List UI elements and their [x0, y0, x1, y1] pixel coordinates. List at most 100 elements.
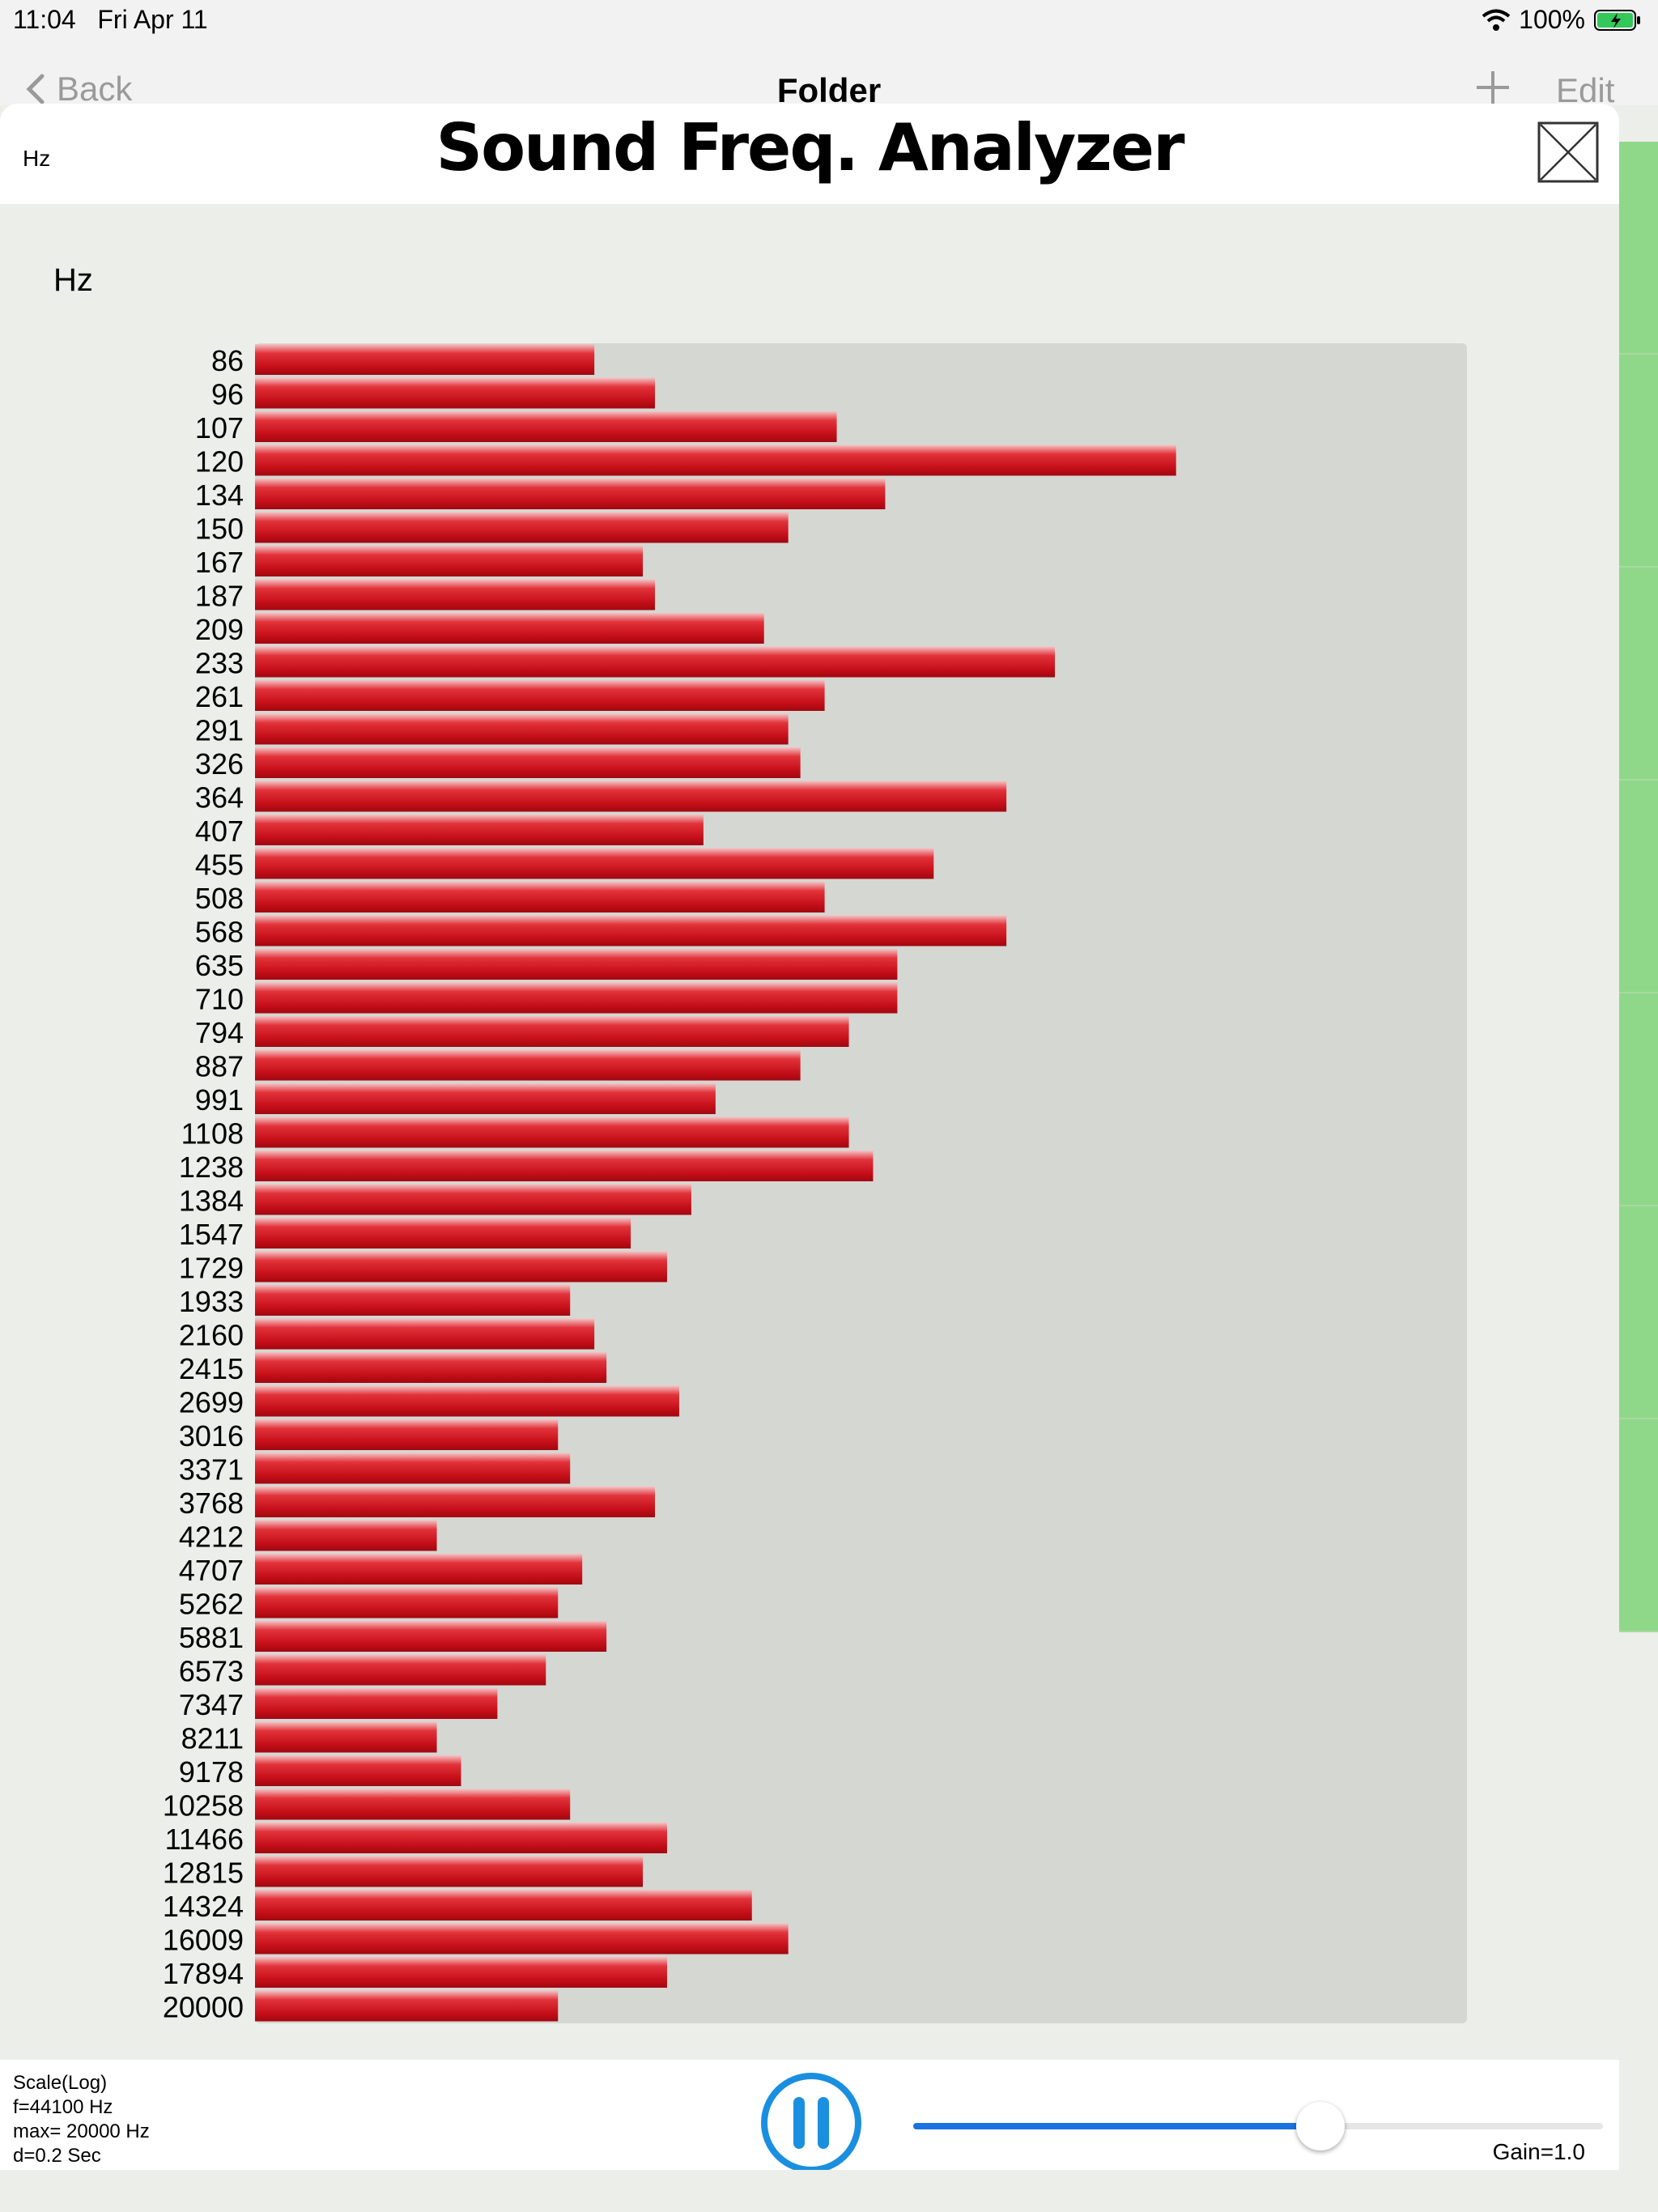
info-sample-rate: f=44100 Hz — [13, 2096, 113, 2118]
gain-slider[interactable] — [913, 2102, 1603, 2150]
frequency-bar — [255, 613, 764, 644]
y-tick-label: 6573 — [179, 1654, 244, 1687]
battery-percent: 100% — [1519, 5, 1585, 34]
pause-button[interactable] — [759, 2071, 863, 2170]
control-footer: Scale(Log) f=44100 Hz max= 20000 Hz d=0.… — [0, 2060, 1619, 2170]
frequency-bar — [255, 1823, 667, 1853]
frequency-bar — [255, 848, 934, 879]
frequency-bar — [255, 1318, 595, 1350]
y-tick-label: 17894 — [163, 1957, 244, 1990]
y-tick-label: 568 — [195, 915, 244, 948]
background-list-cells — [1619, 142, 1658, 1636]
frequency-bar — [255, 1587, 559, 1619]
background-bottom — [0, 2170, 1658, 2212]
frequency-bar — [255, 1890, 752, 1921]
y-tick-label: 7347 — [179, 1688, 244, 1721]
y-tick-label: 134 — [195, 479, 244, 512]
frequency-bar — [255, 1990, 559, 2022]
frequency-bar — [255, 1856, 644, 1887]
frequency-bar — [255, 1621, 607, 1652]
frequency-bar — [255, 1721, 437, 1753]
info-max-frequency: max= 20000 Hz — [13, 2121, 150, 2142]
add-icon[interactable] — [1473, 68, 1512, 107]
close-button[interactable] — [1537, 121, 1599, 183]
status-time: 11:04 Fri Apr 11 — [13, 5, 208, 34]
frequency-bar — [255, 1016, 849, 1047]
y-tick-label: 1108 — [181, 1117, 244, 1150]
frequency-bar — [255, 915, 1007, 946]
y-tick-label: 326 — [195, 747, 244, 781]
frequency-bar — [255, 1957, 667, 1988]
y-tick-label: 3371 — [179, 1453, 244, 1486]
background-cell — [1619, 568, 1658, 781]
frequency-bar — [255, 1419, 559, 1450]
y-tick-label: 2415 — [179, 1352, 244, 1385]
frequency-bar — [255, 1218, 631, 1249]
close-icon — [1537, 121, 1599, 183]
y-tick-label: 991 — [195, 1083, 244, 1117]
y-tick-label: 364 — [195, 781, 244, 814]
header-unit-label: Hz — [23, 146, 51, 171]
frequency-bar — [255, 445, 1176, 476]
y-tick-label: 261 — [195, 680, 244, 713]
y-tick-label: 10258 — [163, 1789, 244, 1822]
frequency-bar — [255, 1487, 656, 1517]
y-tick-label: 167 — [195, 546, 244, 579]
y-tick-label: 794 — [195, 1016, 244, 1049]
analysis-info: Scale(Log) f=44100 Hz max= 20000 Hz d=0.… — [13, 2071, 150, 2168]
frequency-bar — [255, 1385, 679, 1417]
frequency-bar — [255, 1789, 571, 1820]
y-tick-label: 1729 — [179, 1251, 244, 1284]
back-label: Back — [57, 70, 133, 108]
slider-fill — [913, 2123, 1320, 2129]
edit-button[interactable]: Edit — [1556, 71, 1615, 109]
y-tick-label: 1384 — [179, 1184, 244, 1217]
y-tick-label: 96 — [211, 377, 244, 410]
frequency-bar — [255, 377, 656, 409]
y-tick-label: 4212 — [179, 1520, 244, 1553]
slider-thumb[interactable] — [1295, 2102, 1345, 2150]
y-tick-label: 150 — [195, 512, 244, 545]
frequency-bar — [255, 1688, 498, 1719]
back-button[interactable]: Back — [24, 70, 132, 108]
frequency-bar — [255, 882, 825, 912]
y-tick-label: 107 — [195, 411, 244, 445]
y-tick-label: 1547 — [179, 1218, 244, 1251]
info-scale: Scale(Log) — [13, 2072, 108, 2094]
y-tick-label: 233 — [195, 646, 244, 679]
frequency-bar — [255, 747, 801, 778]
frequency-bar — [255, 1654, 546, 1686]
frequency-bar — [255, 1352, 607, 1383]
frequency-bar — [255, 546, 644, 576]
frequency-bar — [255, 1151, 874, 1181]
y-tick-label: 9178 — [179, 1755, 244, 1789]
y-tick-label: 86 — [211, 344, 244, 377]
frequency-bar — [255, 982, 898, 1014]
y-tick-label: 4707 — [179, 1554, 244, 1587]
y-tick-label: 291 — [195, 713, 244, 747]
y-tick-label: 187 — [195, 579, 244, 612]
battery-charging-icon — [1594, 9, 1640, 31]
y-tick-label: 635 — [195, 949, 244, 982]
y-tick-label: 5262 — [179, 1587, 244, 1620]
frequency-bar — [255, 646, 1056, 678]
frequency-bar — [255, 344, 595, 375]
y-tick-label: 5881 — [179, 1621, 244, 1654]
frequency-bar — [255, 815, 704, 845]
frequency-bar — [255, 1923, 789, 1955]
y-tick-label: 120 — [195, 445, 244, 478]
y-tick-label: 1238 — [179, 1151, 244, 1184]
background-cell — [1619, 993, 1658, 1206]
wifi-icon — [1482, 9, 1511, 31]
status-bar: 11:04 Fri Apr 11 100% — [0, 0, 1658, 40]
y-tick-label: 8211 — [181, 1721, 244, 1755]
chevron-left-icon — [26, 74, 45, 104]
frequency-bar — [255, 1520, 437, 1551]
background-cell — [1619, 142, 1658, 355]
y-tick-label: 12815 — [163, 1856, 244, 1889]
y-tick-label: 20000 — [163, 1990, 244, 2023]
frequency-bar — [255, 411, 837, 442]
frequency-bar — [255, 713, 789, 745]
status-right: 100% — [1482, 5, 1642, 35]
y-tick-label: 2160 — [179, 1318, 244, 1351]
